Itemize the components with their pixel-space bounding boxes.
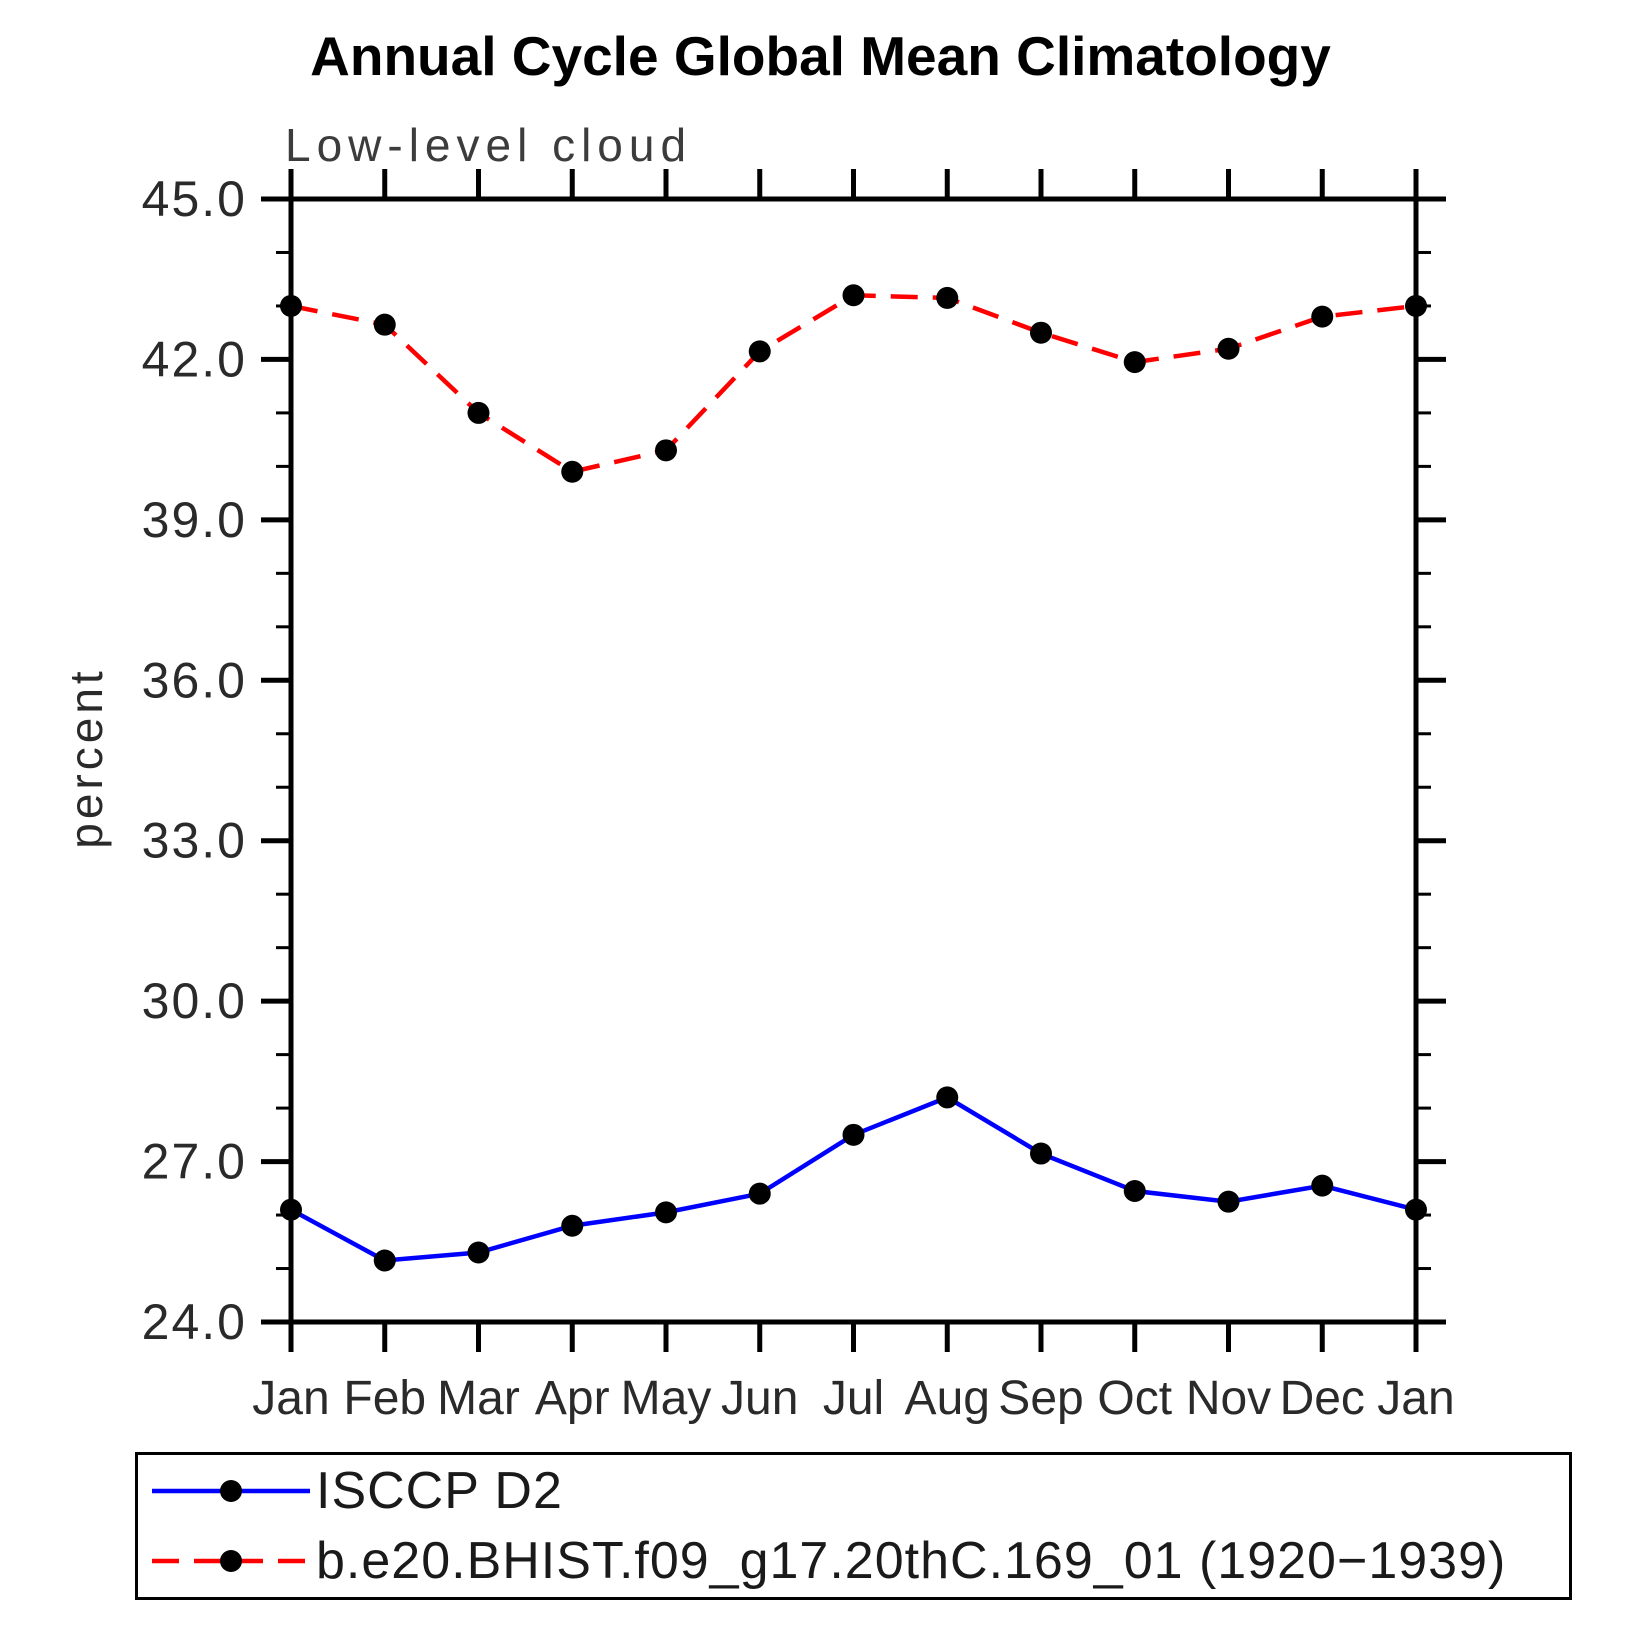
data-point-0 (467, 1241, 490, 1264)
legend-marker-dot (220, 1550, 242, 1572)
legend-row-model: b.e20.BHIST.f09_g17.20thC.169_01 (1920−1… (144, 1530, 1569, 1592)
y-tick-label: 42.0 (142, 331, 247, 387)
x-tick-label: Jan (252, 1372, 329, 1425)
data-point-1 (280, 294, 302, 317)
x-tick-label: May (621, 1372, 712, 1425)
chart-subtitle: Low-level cloud (285, 119, 693, 171)
data-point-0 (1030, 1142, 1052, 1165)
legend-swatch-solid-line (152, 1480, 310, 1502)
y-tick-label: 24.0 (142, 1294, 247, 1350)
x-tick-label: Apr (535, 1372, 610, 1425)
data-point-0 (1405, 1198, 1427, 1221)
x-tick-label: Mar (437, 1372, 520, 1425)
y-axis-label: percent (60, 667, 112, 849)
data-point-0 (280, 1198, 302, 1221)
data-point-0 (1123, 1179, 1146, 1202)
series-line-1 (290, 292, 1417, 475)
data-point-1 (373, 313, 396, 336)
data-point-0 (373, 1249, 396, 1272)
data-point-0 (748, 1182, 771, 1205)
y-tick-label: 33.0 (142, 813, 247, 869)
data-point-1 (842, 284, 865, 307)
chart-title: Annual Cycle Global Mean Climatology (310, 25, 1331, 87)
series-line-0 (289, 1094, 1417, 1263)
x-tick-label: Jul (823, 1372, 884, 1425)
legend-row-isccp: ISCCP D2 (144, 1460, 1569, 1522)
data-point-0 (655, 1201, 677, 1224)
x-tick-label: Aug (905, 1372, 990, 1425)
data-point-1 (936, 286, 959, 309)
x-tick-label: Dec (1280, 1372, 1365, 1425)
data-point-1 (1217, 337, 1240, 360)
legend-label-model: b.e20.BHIST.f09_g17.20thC.169_01 (1920−1… (316, 1532, 1507, 1590)
y-tick-label: 45.0 (142, 171, 247, 227)
y-tick-label: 27.0 (142, 1134, 247, 1190)
data-point-1 (467, 401, 490, 424)
data-point-1 (1405, 294, 1427, 317)
plot-frame (288, 196, 1419, 1325)
data-point-0 (842, 1123, 865, 1146)
x-tick-label: Feb (343, 1372, 426, 1425)
data-point-0 (1311, 1174, 1334, 1197)
x-tick-label: Jan (1377, 1372, 1454, 1425)
legend-marker-dot (220, 1480, 242, 1502)
data-point-1 (1311, 305, 1334, 328)
data-point-1 (748, 340, 771, 363)
legend: ISCCP D2 b.e20.BHIST.f09_g17.20thC.169_0… (135, 1452, 1572, 1600)
data-point-1 (655, 439, 677, 462)
x-tick-label: Oct (1097, 1372, 1172, 1425)
x-tick-label: Jun (721, 1372, 798, 1425)
x-tick-label: Nov (1186, 1372, 1271, 1425)
x-tick-label: Sep (998, 1372, 1083, 1425)
y-tick-label: 30.0 (142, 973, 247, 1029)
y-tick-label: 36.0 (142, 652, 247, 708)
data-point-1 (1030, 321, 1052, 344)
y-tick-label: 39.0 (142, 492, 247, 548)
data-point-1 (561, 460, 584, 483)
data-point-1 (1123, 351, 1146, 374)
data-point-0 (561, 1214, 584, 1237)
data-point-0 (936, 1086, 959, 1109)
data-point-0 (1217, 1190, 1240, 1213)
legend-label-isccp: ISCCP D2 (316, 1462, 563, 1520)
legend-swatch-dashed-line (152, 1550, 310, 1572)
